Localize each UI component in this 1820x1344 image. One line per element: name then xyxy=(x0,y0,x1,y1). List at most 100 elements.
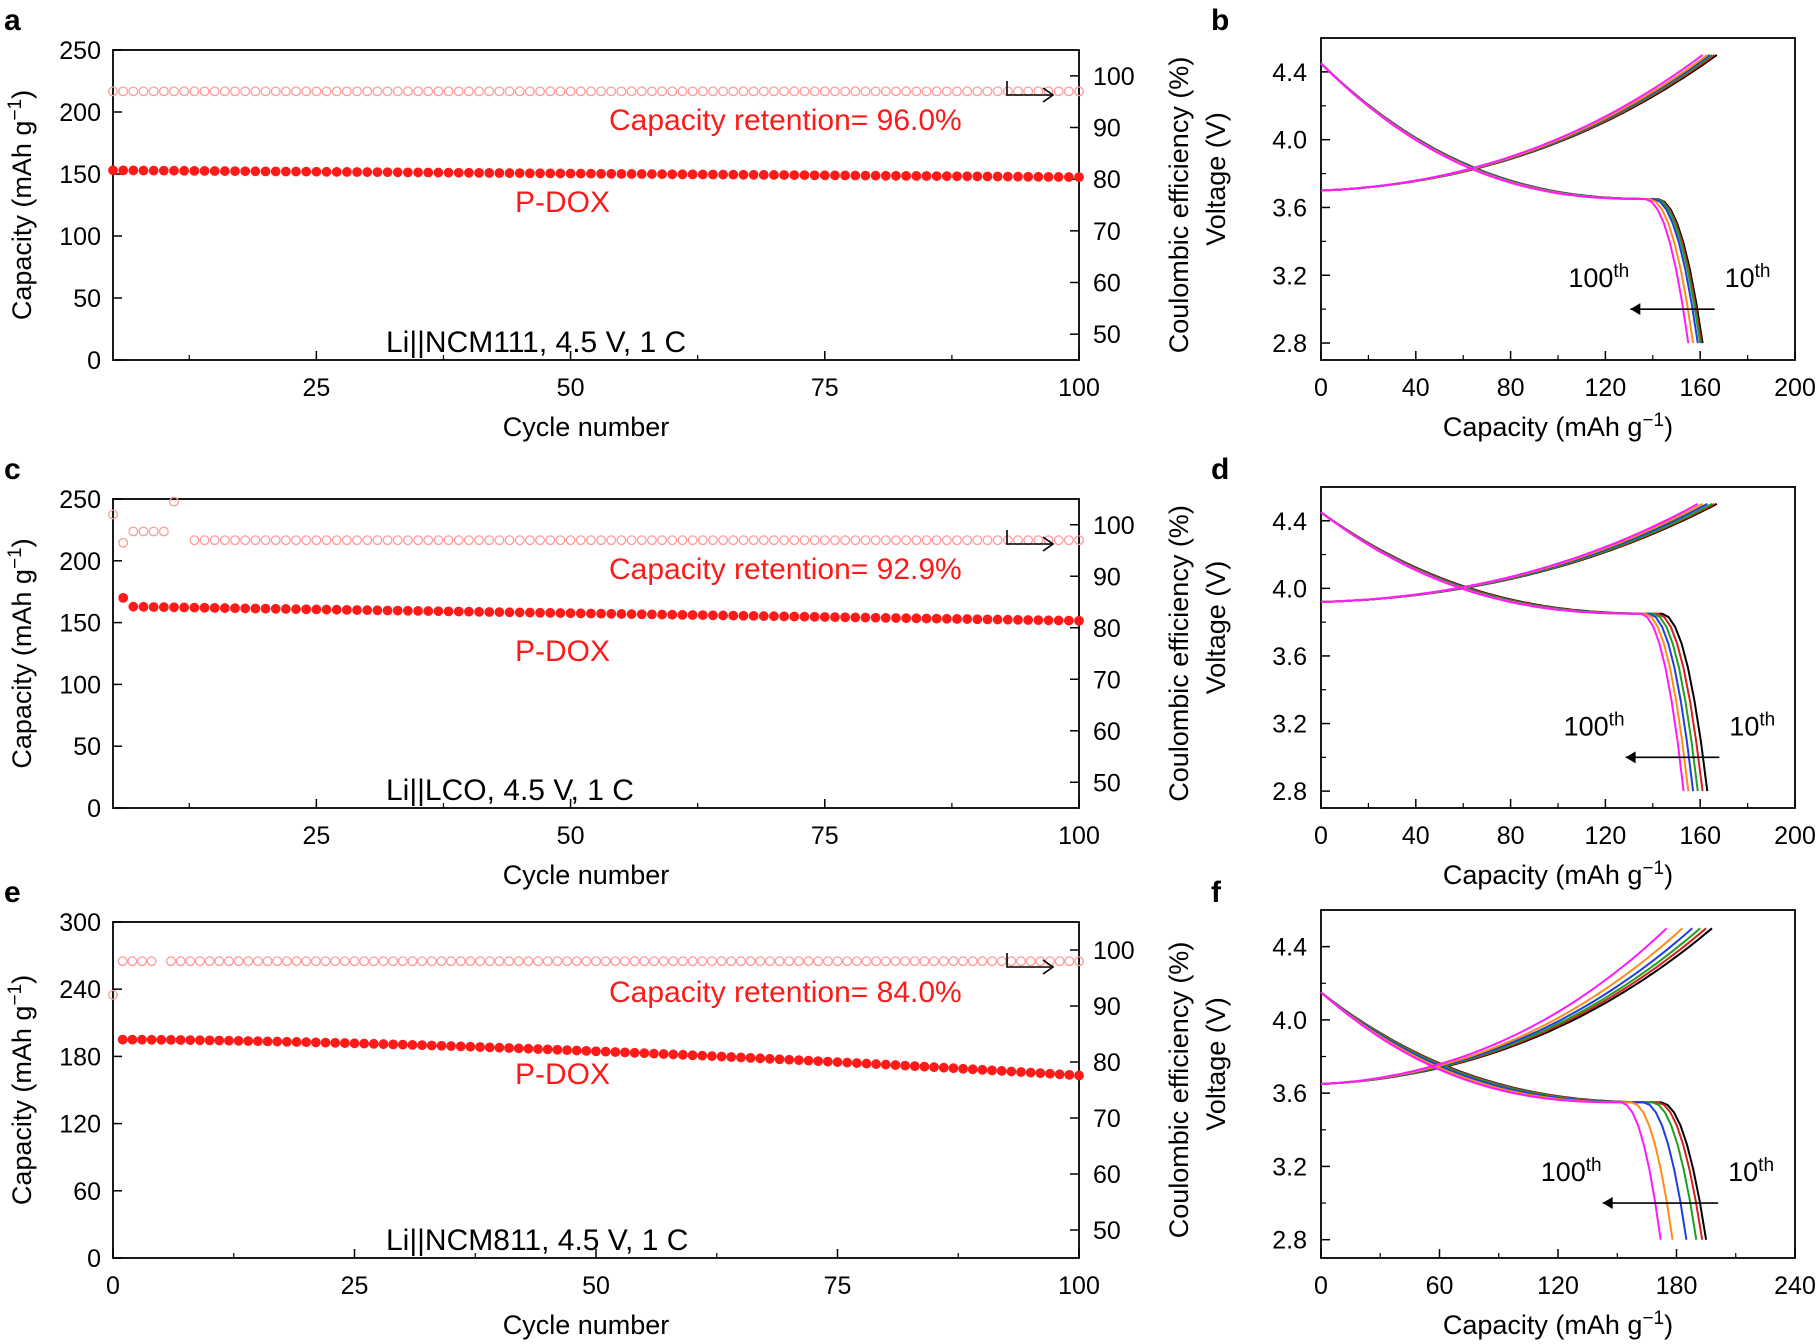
y-axis-title: Capacity (mAh g−1) xyxy=(5,538,37,768)
capacity-point xyxy=(423,606,434,616)
ce-point xyxy=(931,86,942,97)
capacity-point xyxy=(851,1058,862,1068)
ce-axis-arrowhead xyxy=(1042,87,1055,103)
ce-point xyxy=(1016,956,1026,967)
y-tick-label: 60 xyxy=(73,1178,101,1206)
discharge-curve xyxy=(1320,511,1704,792)
ce-point xyxy=(230,535,240,546)
capacity-point xyxy=(280,604,291,614)
ce-point xyxy=(718,535,729,546)
ce-point xyxy=(901,535,912,546)
ce-point xyxy=(158,86,169,97)
ce-point xyxy=(941,535,952,546)
ce-point xyxy=(606,86,617,97)
panel-letter: e xyxy=(4,876,21,909)
capacity-point xyxy=(697,1050,708,1061)
ce-point xyxy=(552,956,563,967)
capacity-point xyxy=(494,1042,505,1053)
ce-axis-arrow xyxy=(1006,530,1051,545)
capacity-point xyxy=(545,168,556,179)
ce-point xyxy=(127,956,138,967)
ce-point xyxy=(465,956,476,967)
ce-point xyxy=(972,86,983,97)
ce-point xyxy=(199,86,210,97)
charge-curve xyxy=(1320,54,1718,192)
last-cycle-label: 100th xyxy=(1564,709,1625,741)
capacity-point xyxy=(586,168,596,179)
capacity-point xyxy=(402,605,413,616)
capacity-point xyxy=(891,613,901,623)
ce-point xyxy=(784,956,795,967)
capacity-point xyxy=(871,1059,882,1069)
capacity-point xyxy=(813,1056,824,1067)
ce-point xyxy=(443,86,454,97)
ce-point xyxy=(658,956,669,967)
ce-point xyxy=(392,86,403,97)
ce-point xyxy=(667,535,678,546)
ce-point xyxy=(311,535,322,546)
capacity-point xyxy=(209,602,220,613)
ce-point xyxy=(639,956,650,967)
capacity-point xyxy=(716,1051,727,1062)
capacity-point xyxy=(793,1055,804,1066)
capacity-point xyxy=(270,166,281,177)
ce-point xyxy=(402,535,413,546)
capacity-point xyxy=(108,165,118,176)
ce-point xyxy=(585,86,596,97)
x-tick-label: 240 xyxy=(1774,1272,1816,1300)
capacity-point xyxy=(455,1041,466,1052)
capacity-point xyxy=(189,165,200,176)
capacity-point xyxy=(919,1061,930,1072)
capacity-point xyxy=(1063,615,1074,626)
ce-point xyxy=(169,496,179,507)
capacity-point xyxy=(179,165,190,176)
x-tick-label: 75 xyxy=(824,1272,852,1300)
capacity-point xyxy=(362,605,373,616)
ce-point xyxy=(310,956,321,967)
ce-point xyxy=(860,86,871,97)
ce-point xyxy=(433,535,444,546)
capacity-point xyxy=(718,169,729,180)
capacity-point xyxy=(840,170,851,181)
y-tick-label: 4.0 xyxy=(1272,575,1307,603)
ce-axis-arrowhead xyxy=(1042,959,1055,975)
capacity-point xyxy=(931,171,942,181)
ce-point xyxy=(565,86,576,97)
x-tick-label: 120 xyxy=(1585,374,1627,402)
capacity-point xyxy=(708,610,718,621)
capacity-point xyxy=(504,1043,514,1053)
ce-point xyxy=(620,956,630,967)
capacity-point xyxy=(525,168,535,179)
plot-frame xyxy=(1320,486,1796,809)
ce-point xyxy=(535,86,546,97)
ce-point xyxy=(514,86,525,97)
ce-point xyxy=(687,86,698,97)
panel-a: 25 50 75 100 0 50 100 150 200 250 50 60 70 80 90 100 Cyc… xyxy=(4,4,1194,442)
ce-point xyxy=(455,956,466,967)
ce-point xyxy=(148,86,159,97)
capacity-point xyxy=(331,166,342,177)
ce-point xyxy=(911,86,922,97)
ce-point xyxy=(813,956,824,967)
y2-tick-label: 70 xyxy=(1093,666,1121,694)
cycle-arrowhead xyxy=(1625,751,1636,764)
ce-point xyxy=(840,86,851,97)
ce-point xyxy=(199,535,210,546)
ce-point xyxy=(962,86,973,97)
capacity-point xyxy=(830,170,840,181)
ce-point xyxy=(436,956,447,967)
capacity-point xyxy=(417,1040,428,1051)
y-tick-label: 180 xyxy=(59,1043,101,1071)
ce-point xyxy=(513,956,524,967)
capacity-point xyxy=(738,169,749,180)
capacity-point xyxy=(626,169,637,179)
ce-point xyxy=(799,86,810,97)
capacity-point xyxy=(1043,171,1054,182)
ce-point xyxy=(189,535,200,546)
ce-point xyxy=(250,535,261,546)
capacity-point xyxy=(571,1045,582,1056)
capacity-point xyxy=(840,612,851,623)
cycle-arrowhead xyxy=(1602,1197,1613,1210)
capacity-point xyxy=(575,168,586,179)
capacity-point xyxy=(484,607,495,617)
